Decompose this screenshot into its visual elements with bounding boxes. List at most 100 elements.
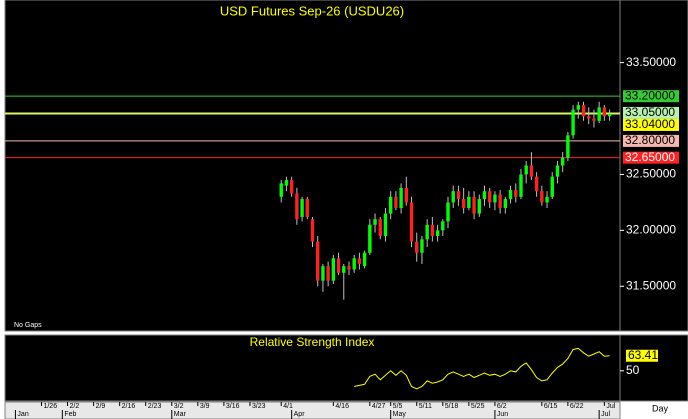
date-axis	[4, 401, 621, 419]
candle-body	[362, 252, 367, 267]
period: Day	[652, 403, 669, 413]
candle-body	[493, 194, 497, 203]
candle-body	[420, 239, 424, 253]
candle-body	[477, 199, 481, 214]
candle-body	[550, 176, 554, 197]
month-label: Feb	[64, 411, 76, 418]
candle-body	[508, 190, 513, 200]
candle-body	[607, 114, 612, 117]
x-tick-label: 2/2	[70, 403, 80, 410]
month-label: Jan	[17, 411, 28, 418]
candle-body	[284, 180, 289, 186]
y-tick-label: 33.50000	[626, 55, 676, 69]
candle-body	[394, 196, 398, 208]
candle-body	[368, 224, 372, 253]
candle-body	[331, 258, 336, 281]
y-tick-label: 32.00000	[626, 223, 676, 237]
candle-body	[316, 241, 320, 281]
month-label: Jul	[601, 411, 610, 418]
x-tick-label: 5/25	[471, 403, 485, 410]
candle-body	[555, 165, 560, 177]
candle-body	[310, 219, 315, 242]
candle-body	[415, 241, 419, 253]
x-tick-label: 3/2	[174, 403, 184, 410]
note: No Gaps	[14, 322, 42, 329]
level-label: 32.65000	[625, 150, 675, 164]
candle-body	[289, 180, 294, 194]
price-axis	[619, 0, 688, 332]
candle-body	[321, 266, 325, 281]
candle-body	[560, 157, 565, 166]
candle-body	[498, 194, 502, 208]
candle-body	[467, 196, 471, 208]
candle-body	[576, 105, 581, 110]
level-box	[623, 134, 679, 147]
rsi-title: Relative Strength Index	[250, 335, 375, 349]
x-tick-label: 3/16	[226, 403, 240, 410]
x-tick-label: 2/16	[122, 403, 136, 410]
x-tick-label: 6/2	[497, 403, 507, 410]
candle-body	[597, 107, 601, 121]
candle-body	[529, 165, 534, 177]
candle-body	[524, 165, 528, 175]
rsi-tick-label: 50	[626, 363, 640, 377]
candle-body	[446, 202, 450, 222]
rsi-axis	[619, 334, 688, 402]
candle-body	[503, 199, 508, 208]
chart-title: USD Futures Sep-26 (USDU26)	[220, 3, 404, 18]
candle-body	[342, 266, 346, 273]
month-label: May	[393, 411, 407, 418]
month-label: Jun	[497, 411, 508, 418]
level-label: 33.05000	[625, 105, 675, 119]
candle-body	[305, 199, 309, 217]
candle-body	[409, 202, 414, 242]
x-tick-label: 6/22	[570, 403, 584, 410]
candle-body	[336, 258, 341, 273]
x-tick-label: 3/9	[200, 403, 210, 410]
candle-body	[461, 199, 466, 208]
candle-body	[388, 196, 393, 214]
rsi-last-box	[626, 349, 658, 362]
candle-body	[399, 187, 403, 208]
candle-body	[357, 258, 362, 264]
candle-body	[326, 266, 330, 281]
candle-body	[482, 191, 487, 200]
candle-body	[404, 187, 409, 203]
x-tick-label: 5/18	[445, 403, 459, 410]
candle-body	[581, 105, 586, 117]
level-box	[623, 106, 679, 119]
x-tick-label: 5/11	[419, 403, 432, 410]
x-tick-label: 4/16	[335, 403, 349, 410]
candle-body	[566, 135, 570, 158]
candle-body	[430, 224, 435, 236]
month-label: Mar	[174, 411, 187, 418]
x-tick-label: Jul	[606, 403, 615, 410]
candle-body	[534, 176, 539, 192]
candle-body	[587, 116, 591, 119]
candle-body	[279, 183, 283, 197]
candle-body	[300, 199, 304, 217]
candle-body	[456, 191, 461, 200]
candle-body	[592, 118, 596, 121]
y-tick-label: 31.50000	[626, 278, 676, 292]
candle-body	[602, 107, 607, 117]
candle-body	[295, 193, 299, 220]
x-tick-label: 4/1	[283, 403, 293, 410]
candle-body	[347, 266, 351, 270]
price-panel	[4, 0, 621, 332]
x-tick-label: 4/27	[372, 403, 386, 410]
level-box	[623, 118, 679, 131]
x-tick-label: 6/15	[544, 403, 558, 410]
y-tick-label: 32.50000	[626, 167, 676, 181]
rsi-line	[354, 347, 610, 390]
rsi-last-label: 63.41	[628, 348, 658, 362]
candle-body	[519, 174, 523, 197]
x-tick-label: 5/5	[393, 403, 403, 410]
candle-body	[378, 219, 382, 236]
candle-body	[545, 196, 549, 203]
candle-body	[425, 224, 429, 240]
level-label: 32.80000	[625, 133, 675, 147]
level-label: 33.20000	[625, 88, 675, 102]
candle-body	[352, 258, 356, 270]
